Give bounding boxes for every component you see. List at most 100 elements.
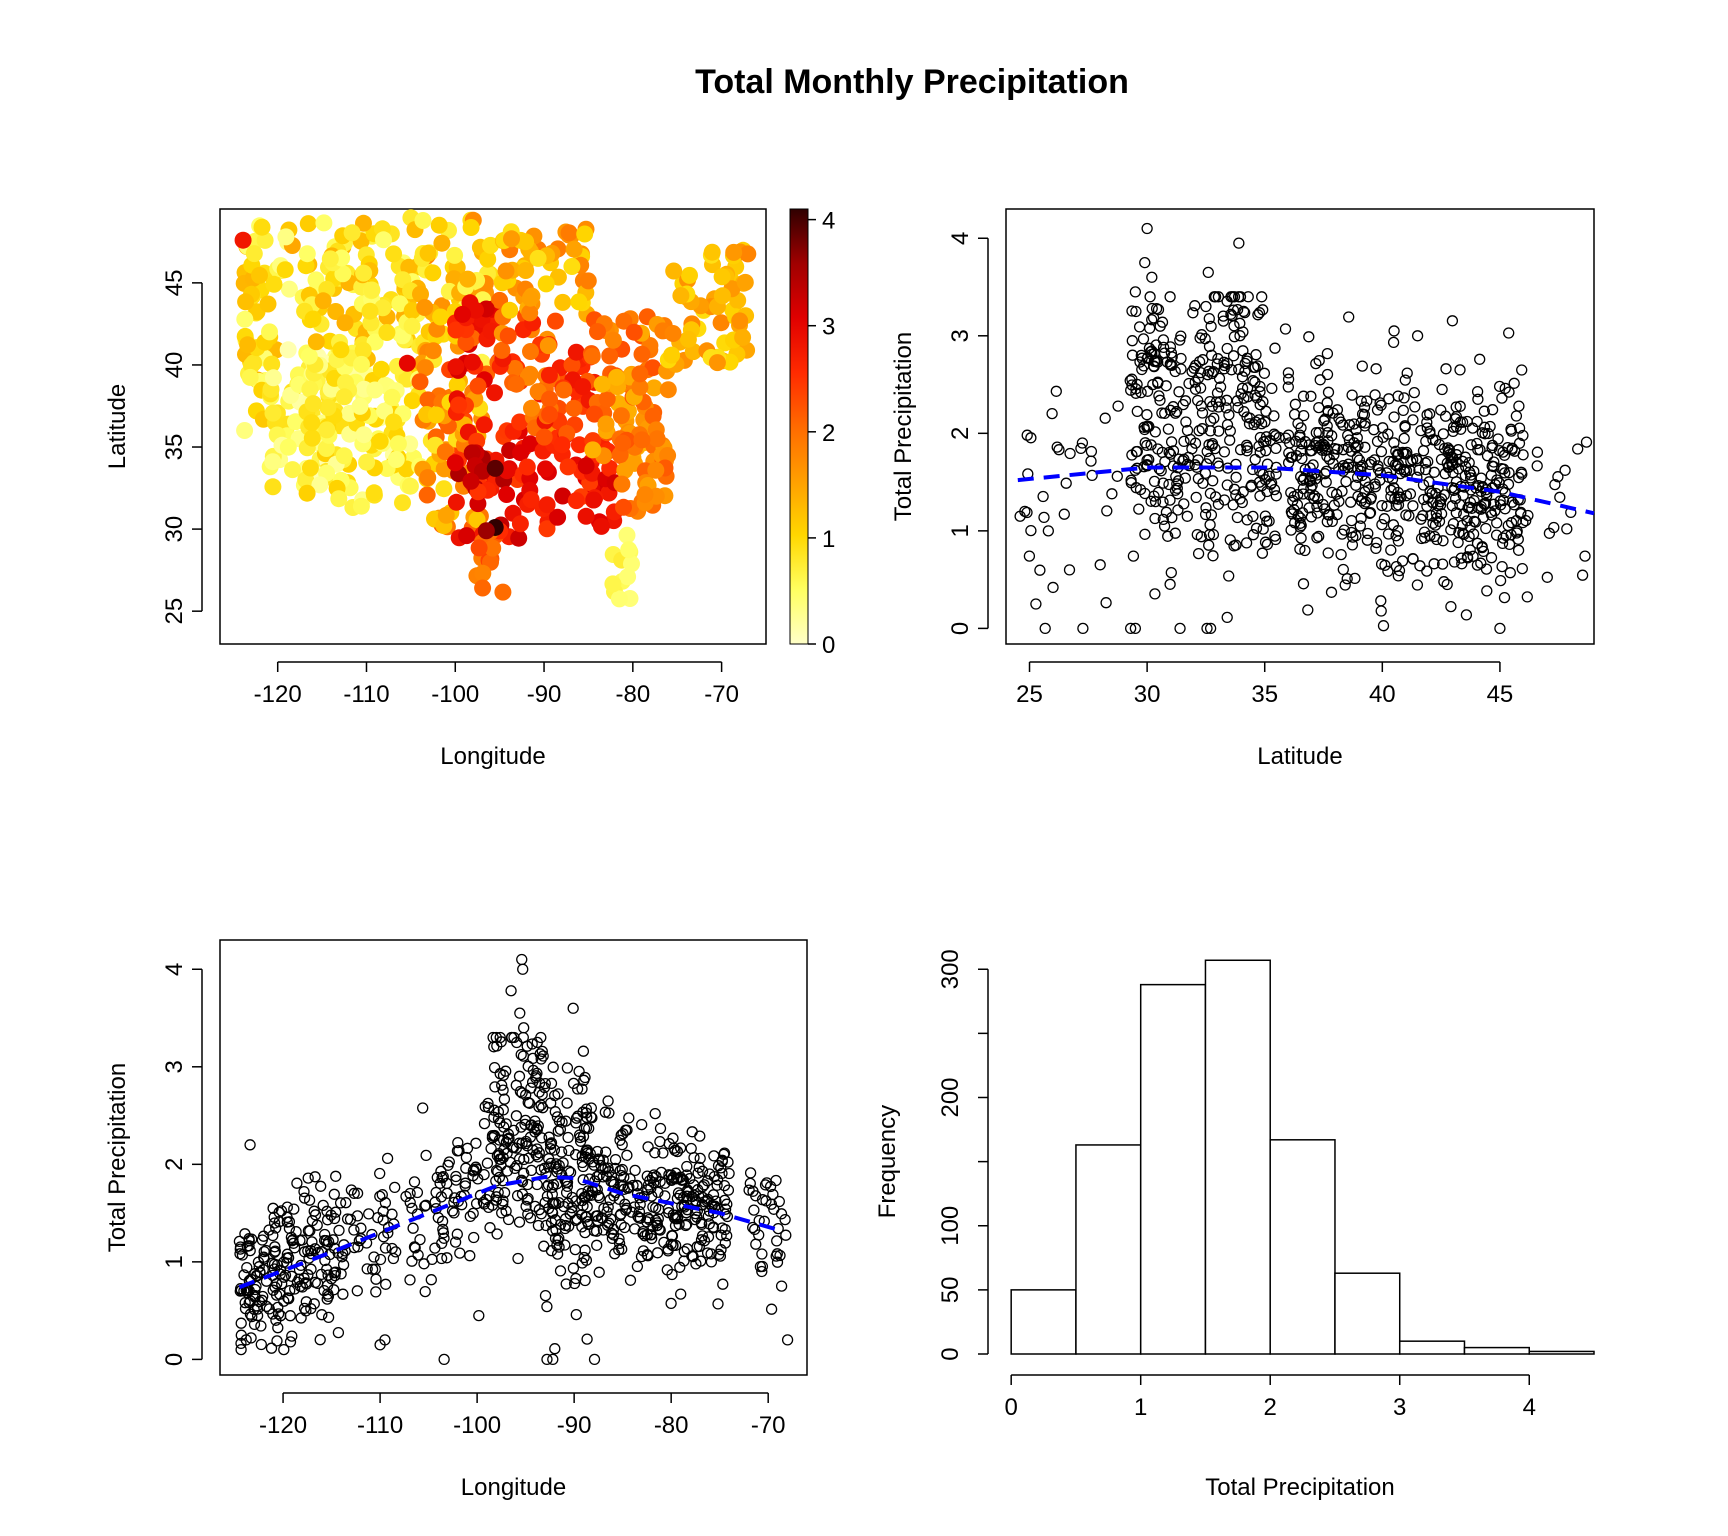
scatter-point (286, 1330, 298, 1342)
scatter-point (600, 1146, 612, 1158)
scatter-point (1207, 528, 1220, 541)
scatter-point (1383, 455, 1395, 468)
scatter-point (484, 1222, 496, 1234)
scatter-point (535, 1031, 547, 1044)
scatter-point (547, 1061, 559, 1073)
scatter-point (1421, 422, 1433, 434)
scatter-point (1245, 481, 1257, 493)
scatter-point (1204, 415, 1217, 427)
scatter-point (478, 1117, 491, 1130)
station-point (507, 375, 525, 393)
x-tick-label: -100 (431, 681, 479, 708)
station-point (355, 264, 373, 282)
scatter-point (520, 1200, 532, 1213)
scatter-point (434, 1177, 446, 1189)
y-axis-label: Total Precipitation (104, 1063, 131, 1252)
station-point (251, 266, 268, 284)
station-point (458, 527, 476, 545)
y-tick-label: 4 (161, 963, 188, 976)
scatter-point (681, 1160, 693, 1173)
scatter-point (1478, 405, 1490, 417)
scatter-point (537, 1050, 549, 1062)
scatter-point (579, 1244, 591, 1256)
y-axis-label: Frequency (874, 1105, 901, 1218)
scatter-point (1494, 495, 1506, 507)
scatter-point (1494, 622, 1506, 635)
x-tick-label: 35 (1251, 681, 1278, 708)
scatter-point (771, 1235, 783, 1247)
x-tick-label: 45 (1487, 681, 1514, 708)
scatter-point (1372, 463, 1385, 476)
scatter-point (1455, 552, 1467, 564)
station-point (352, 497, 370, 515)
station-point (427, 406, 445, 424)
scatter-point (592, 1153, 604, 1165)
scatter-point (1200, 300, 1212, 313)
station-point (474, 579, 492, 597)
station-point (663, 346, 681, 364)
scatter-point (289, 1283, 301, 1295)
station-point (631, 378, 649, 396)
scatter-point (1111, 470, 1123, 482)
scatter-point (1157, 341, 1170, 354)
scatter-point (581, 1215, 594, 1228)
scatter-point (486, 1132, 499, 1144)
scatter-point (1172, 504, 1184, 516)
scatter-point (387, 1252, 400, 1265)
station-point (414, 212, 432, 229)
scatter-point (497, 1104, 509, 1116)
station-point (263, 355, 281, 373)
scatter-point (1221, 479, 1233, 491)
scatter-point (1181, 510, 1193, 522)
scatter-point (1359, 441, 1371, 453)
scatter-point (642, 1141, 654, 1153)
scatter-point (1355, 512, 1367, 524)
scatter-point (1266, 382, 1278, 395)
scatter-point (659, 1177, 671, 1189)
scatter-point (1370, 542, 1382, 555)
scatter-point (1282, 381, 1294, 393)
scatter-point (1306, 479, 1318, 492)
scatter-point (1203, 365, 1215, 377)
scatter-point (603, 1217, 615, 1229)
scatter-point (1454, 400, 1466, 412)
scatter-point (756, 1248, 768, 1260)
station-point (435, 480, 453, 498)
scatter-point (1450, 476, 1463, 488)
scatter-point (1247, 529, 1259, 541)
scatter-point (1231, 303, 1244, 316)
station-point (712, 314, 730, 332)
scatter-point (491, 1040, 503, 1052)
station-point (372, 360, 390, 378)
scatter-point (1205, 320, 1217, 333)
scatter-point (287, 1234, 299, 1246)
scatter-point (1391, 449, 1404, 461)
scatter-point (646, 1190, 658, 1202)
scatter-point (1541, 571, 1553, 583)
scatter-point (351, 1210, 364, 1222)
scatter-point (707, 1189, 720, 1201)
scatter-point (661, 1264, 673, 1276)
scatter-point (1382, 428, 1394, 440)
scatter-point (648, 1177, 660, 1189)
station-point (264, 478, 282, 496)
station-point (332, 341, 350, 359)
scatter-point (1164, 494, 1176, 506)
x-axis-label: Longitude (440, 743, 545, 770)
scatter-point (303, 1194, 316, 1206)
scatter-point (1149, 355, 1161, 367)
x-tick-label: 25 (1016, 681, 1043, 708)
scatter-point (1224, 425, 1236, 437)
scatter-point (1125, 477, 1137, 489)
scatter-point (1233, 237, 1245, 249)
scatter-point (1159, 455, 1171, 468)
station-point (416, 299, 434, 316)
scatter-point (549, 1089, 561, 1102)
scatter-point (1039, 622, 1051, 635)
station-point (497, 262, 515, 280)
scatter-point (1221, 394, 1233, 406)
scatter-point (243, 1297, 255, 1309)
scatter-point (482, 1097, 494, 1110)
scatter-point (748, 1204, 760, 1216)
scatter-point (1286, 451, 1298, 463)
